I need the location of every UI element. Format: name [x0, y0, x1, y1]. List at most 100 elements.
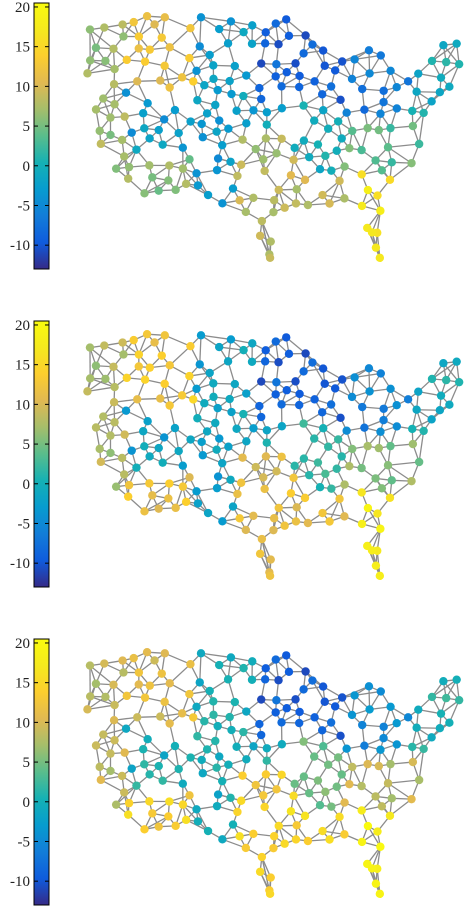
graph-node	[403, 395, 413, 404]
graph-node	[200, 717, 209, 726]
graph-node	[140, 442, 149, 451]
graph-edge	[418, 430, 425, 463]
colorbar-tick-label: 10	[15, 397, 30, 413]
graph-node	[106, 431, 115, 440]
graph-node	[292, 503, 301, 512]
graph-node	[261, 28, 270, 37]
graph-node	[109, 362, 118, 371]
graph-node	[129, 653, 138, 663]
graph-node	[327, 166, 336, 175]
graph-node	[291, 59, 300, 68]
graph-node	[269, 514, 279, 523]
graph-node	[291, 695, 300, 704]
graph-node	[392, 401, 401, 410]
nodes	[83, 647, 464, 899]
graph-node	[364, 46, 374, 55]
graph-node	[170, 741, 180, 751]
colorbar-tick-label: 5	[23, 755, 31, 771]
graph-node	[257, 59, 266, 68]
edges	[86, 15, 460, 259]
graph-edge	[144, 179, 169, 194]
graph-node	[247, 357, 257, 366]
graph-edge	[418, 748, 425, 781]
graph-node	[299, 367, 308, 376]
graph-edge	[89, 665, 114, 686]
graph-node	[238, 771, 247, 780]
graph-node	[249, 424, 258, 433]
graph-node	[403, 713, 413, 722]
graph-node	[189, 713, 198, 722]
graph-node	[165, 43, 174, 52]
graph-node	[333, 435, 343, 444]
graph-node	[290, 461, 299, 471]
colorbar-tick-label: 20	[15, 0, 30, 16]
graph-node	[203, 190, 213, 200]
graph-node	[242, 389, 251, 398]
graph-node	[249, 829, 258, 839]
graph-node	[91, 679, 101, 688]
graph-node	[170, 105, 180, 115]
graph-node	[363, 441, 372, 451]
graph-node	[203, 826, 213, 836]
graph-node	[375, 571, 385, 581]
colorbar-tick-label: 10	[15, 79, 30, 95]
graph-node	[340, 798, 349, 807]
graph-node	[239, 663, 248, 673]
graph-node	[218, 140, 227, 150]
graph-node	[340, 194, 349, 203]
graph-node	[309, 752, 319, 761]
graph-node	[412, 723, 421, 732]
graph-node	[185, 53, 194, 63]
graph-node	[148, 809, 157, 818]
graph-node	[164, 812, 173, 821]
graph-node	[255, 231, 265, 240]
graph-node	[225, 394, 234, 404]
graph-node	[357, 145, 366, 155]
graph-node	[178, 779, 188, 788]
graph-node	[357, 463, 366, 473]
graph-node	[178, 461, 188, 470]
graph-node	[85, 25, 95, 34]
graph-node	[386, 66, 395, 76]
graph-node	[261, 346, 270, 355]
graph-node	[374, 125, 384, 135]
graph-node	[165, 679, 174, 688]
graph-node	[195, 360, 204, 369]
graph-node	[120, 112, 129, 121]
graph-node	[386, 384, 395, 394]
graph-node	[282, 68, 291, 77]
graph-node	[357, 488, 366, 497]
graph-node	[274, 358, 283, 367]
graph-node	[435, 724, 445, 733]
graph-node	[214, 342, 224, 352]
graph-node	[414, 775, 424, 785]
graph-node	[286, 489, 296, 498]
graph-node	[318, 46, 328, 55]
graph-node	[251, 462, 260, 472]
graph-node	[140, 189, 149, 198]
graph-node	[365, 387, 374, 396]
colorbar-tick-label: -5	[18, 198, 31, 214]
graph-node	[282, 333, 291, 342]
graph-node	[435, 406, 445, 415]
graph-node	[299, 49, 308, 58]
graph-edge	[418, 112, 425, 145]
graph-node	[134, 350, 144, 359]
graph-node	[385, 493, 395, 502]
graph-node	[303, 836, 313, 846]
graph-node	[223, 39, 233, 48]
graph-node	[212, 801, 222, 811]
graph-node	[213, 85, 222, 95]
graph-node	[309, 434, 319, 443]
graph-node	[403, 77, 413, 86]
graph-node	[198, 133, 207, 142]
graph-node	[124, 480, 134, 490]
graph-node	[347, 710, 357, 720]
graph-node	[269, 207, 278, 217]
graph-edge	[164, 334, 191, 347]
graph-node	[291, 377, 300, 386]
graph-node	[140, 57, 150, 66]
graph-node	[452, 39, 461, 48]
graph-node	[193, 817, 203, 826]
graph-node	[262, 426, 272, 435]
